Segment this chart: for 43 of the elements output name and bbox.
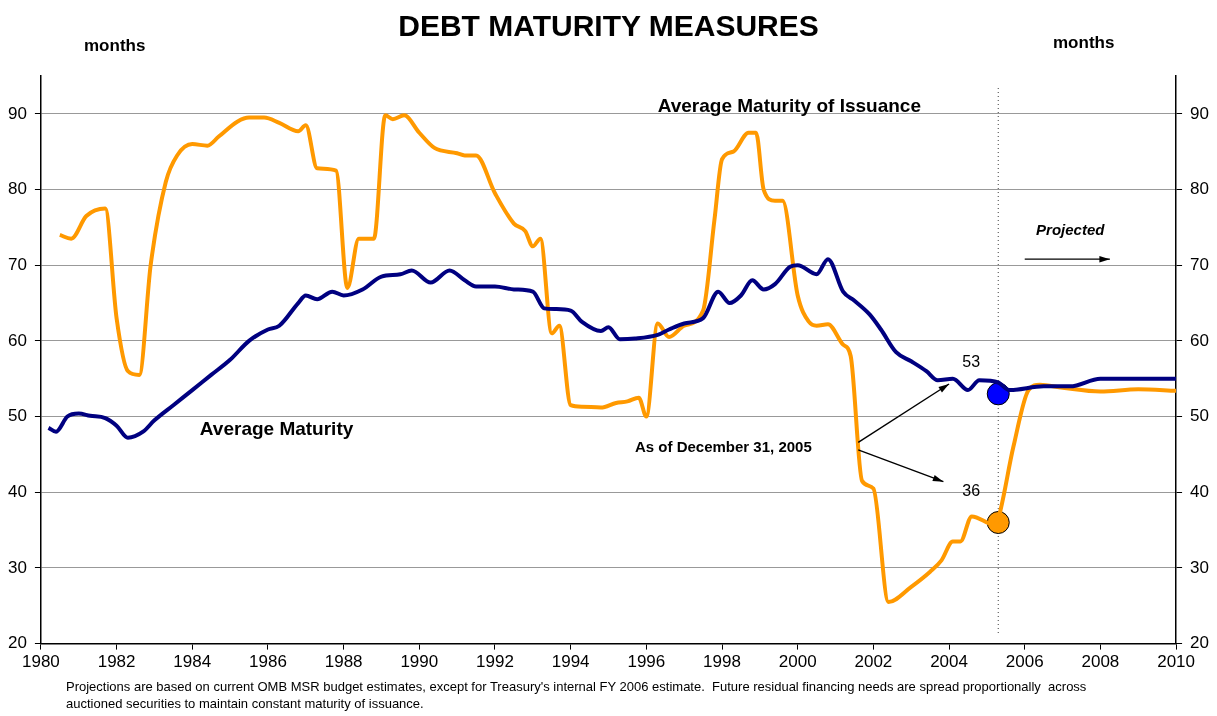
text: Average Maturity of Issuance <box>657 94 921 116</box>
y-tick-label: 80 <box>7 179 27 199</box>
x-tick-label: 2006 <box>1005 652 1044 672</box>
x-tick-label: 2010 <box>1157 652 1195 672</box>
y2-tick-label: 70 <box>1190 254 1210 274</box>
x-tick-label: 2004 <box>930 652 968 672</box>
line-series <box>46 257 1177 440</box>
y-tick-label: 60 <box>7 330 27 350</box>
y-tick-label: 20 <box>7 633 27 653</box>
annotation: As of December 31, 2005 <box>634 438 812 456</box>
y2-tick-label: 50 <box>1190 406 1210 426</box>
x-tick-label: 1992 <box>476 652 514 672</box>
y2-tick-label: 40 <box>1190 481 1210 501</box>
x-tick-label: 1988 <box>324 652 363 672</box>
y-tick-label: 90 <box>7 103 27 123</box>
y2-tick-label: 60 <box>1190 330 1210 350</box>
x-tick-label: 1986 <box>249 652 287 672</box>
data-label: 53 <box>962 353 981 371</box>
x-tick-label: 1990 <box>400 652 439 672</box>
chart-title: DEBT MATURITY MEASURES <box>398 9 819 43</box>
y2-tick-label: 80 <box>1190 179 1210 199</box>
y-tick-label: 70 <box>7 254 27 274</box>
x-tick-label: 1980 <box>22 652 60 672</box>
x-tick-label: 1984 <box>173 652 212 672</box>
text: Projections are based on current OMB MSR budget estimates, except for Treasury's internal FY 2006 estimate. Future residual financing needs are spread proportionally across auctioned securities to maintain constant maturity of issuance. <box>66 678 1088 712</box>
x-tick-label: 1994 <box>551 652 590 672</box>
x-tick-label: 1998 <box>703 652 741 672</box>
x-tick-label: 2002 <box>854 652 893 672</box>
annotation: Projected <box>1036 221 1106 239</box>
y2-tick-label: 90 <box>1190 103 1210 123</box>
y-tick-label: 40 <box>7 481 27 501</box>
y-tick-label: 30 <box>7 557 27 577</box>
x-tick-label: 2008 <box>1081 652 1120 672</box>
y2-axis-title: months <box>1053 33 1115 52</box>
x-tick-label: 2000 <box>778 652 817 672</box>
y-axis-title: months <box>84 36 146 55</box>
y2-tick-label: 30 <box>1190 557 1210 577</box>
series-label: Average Maturity <box>199 417 354 439</box>
x-tick-label: 1982 <box>97 652 136 672</box>
y-tick-label: 50 <box>7 406 27 426</box>
y2-tick-label: 20 <box>1190 633 1210 653</box>
data-label: 36 <box>962 481 981 499</box>
x-tick-label: 1996 <box>627 652 666 672</box>
